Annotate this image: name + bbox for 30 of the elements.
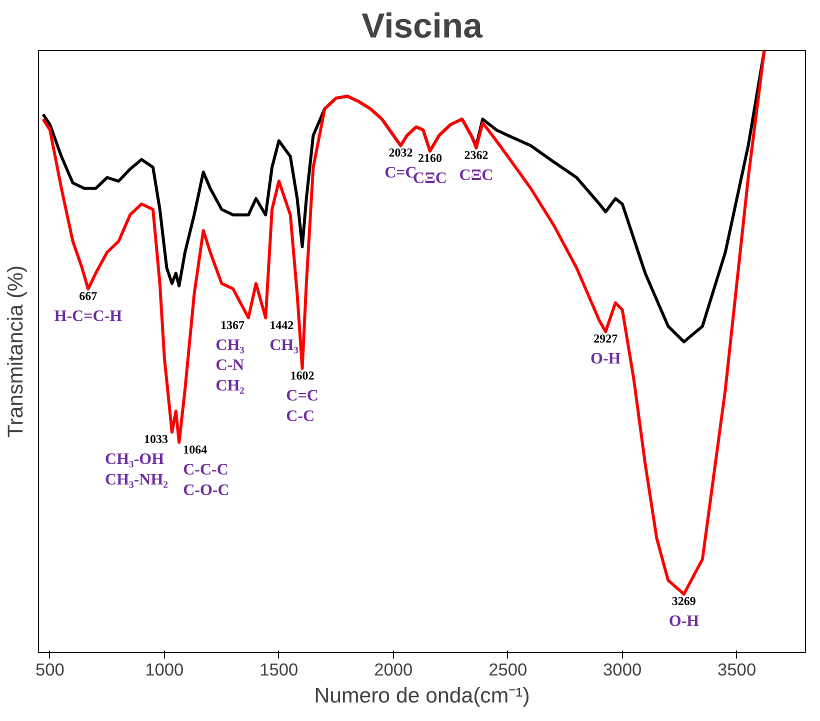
annotation: 2362	[464, 148, 488, 162]
y-axis-title: Transmitancia (%)	[4, 265, 28, 438]
annotation: C-C-C C-O-C	[183, 461, 230, 499]
annotation: CH₃-OH CH₃-NH₂	[105, 451, 168, 489]
annotation: O-H	[668, 613, 700, 630]
chart-title: Viscina	[362, 8, 484, 46]
x-tick-label: 1500	[260, 660, 298, 680]
annotation: O-H	[590, 350, 622, 368]
annotation: 1367	[220, 318, 244, 332]
x-tick-label: 2000	[374, 660, 413, 680]
annotation: 1602	[290, 368, 314, 382]
annotation: 2927	[594, 332, 618, 346]
annotation: 1442	[270, 318, 294, 332]
annotation: CH₃	[270, 336, 299, 354]
annotation: 3269	[672, 594, 696, 608]
x-tick-label: 2500	[488, 660, 528, 680]
annotation: 2032	[388, 146, 413, 160]
x-tick-label: 3000	[603, 660, 642, 680]
x-axis-title: Numero de onda(cm⁻¹)	[314, 684, 530, 708]
annotation: 2160	[418, 151, 442, 166]
annotation: C=C C-C	[286, 387, 318, 425]
x-tick-label: 500	[35, 660, 64, 680]
annotation: CH₃ C-N CH₂	[216, 336, 245, 395]
annotation: CΞC	[459, 167, 494, 184]
x-tick-label: 1000	[145, 660, 184, 680]
annotation: 1064	[183, 442, 208, 456]
annotation: H-C=C-H	[54, 308, 123, 325]
annotation: 1033	[144, 432, 168, 446]
x-tick-label: 3500	[718, 660, 756, 680]
annotation: 667	[79, 288, 98, 303]
